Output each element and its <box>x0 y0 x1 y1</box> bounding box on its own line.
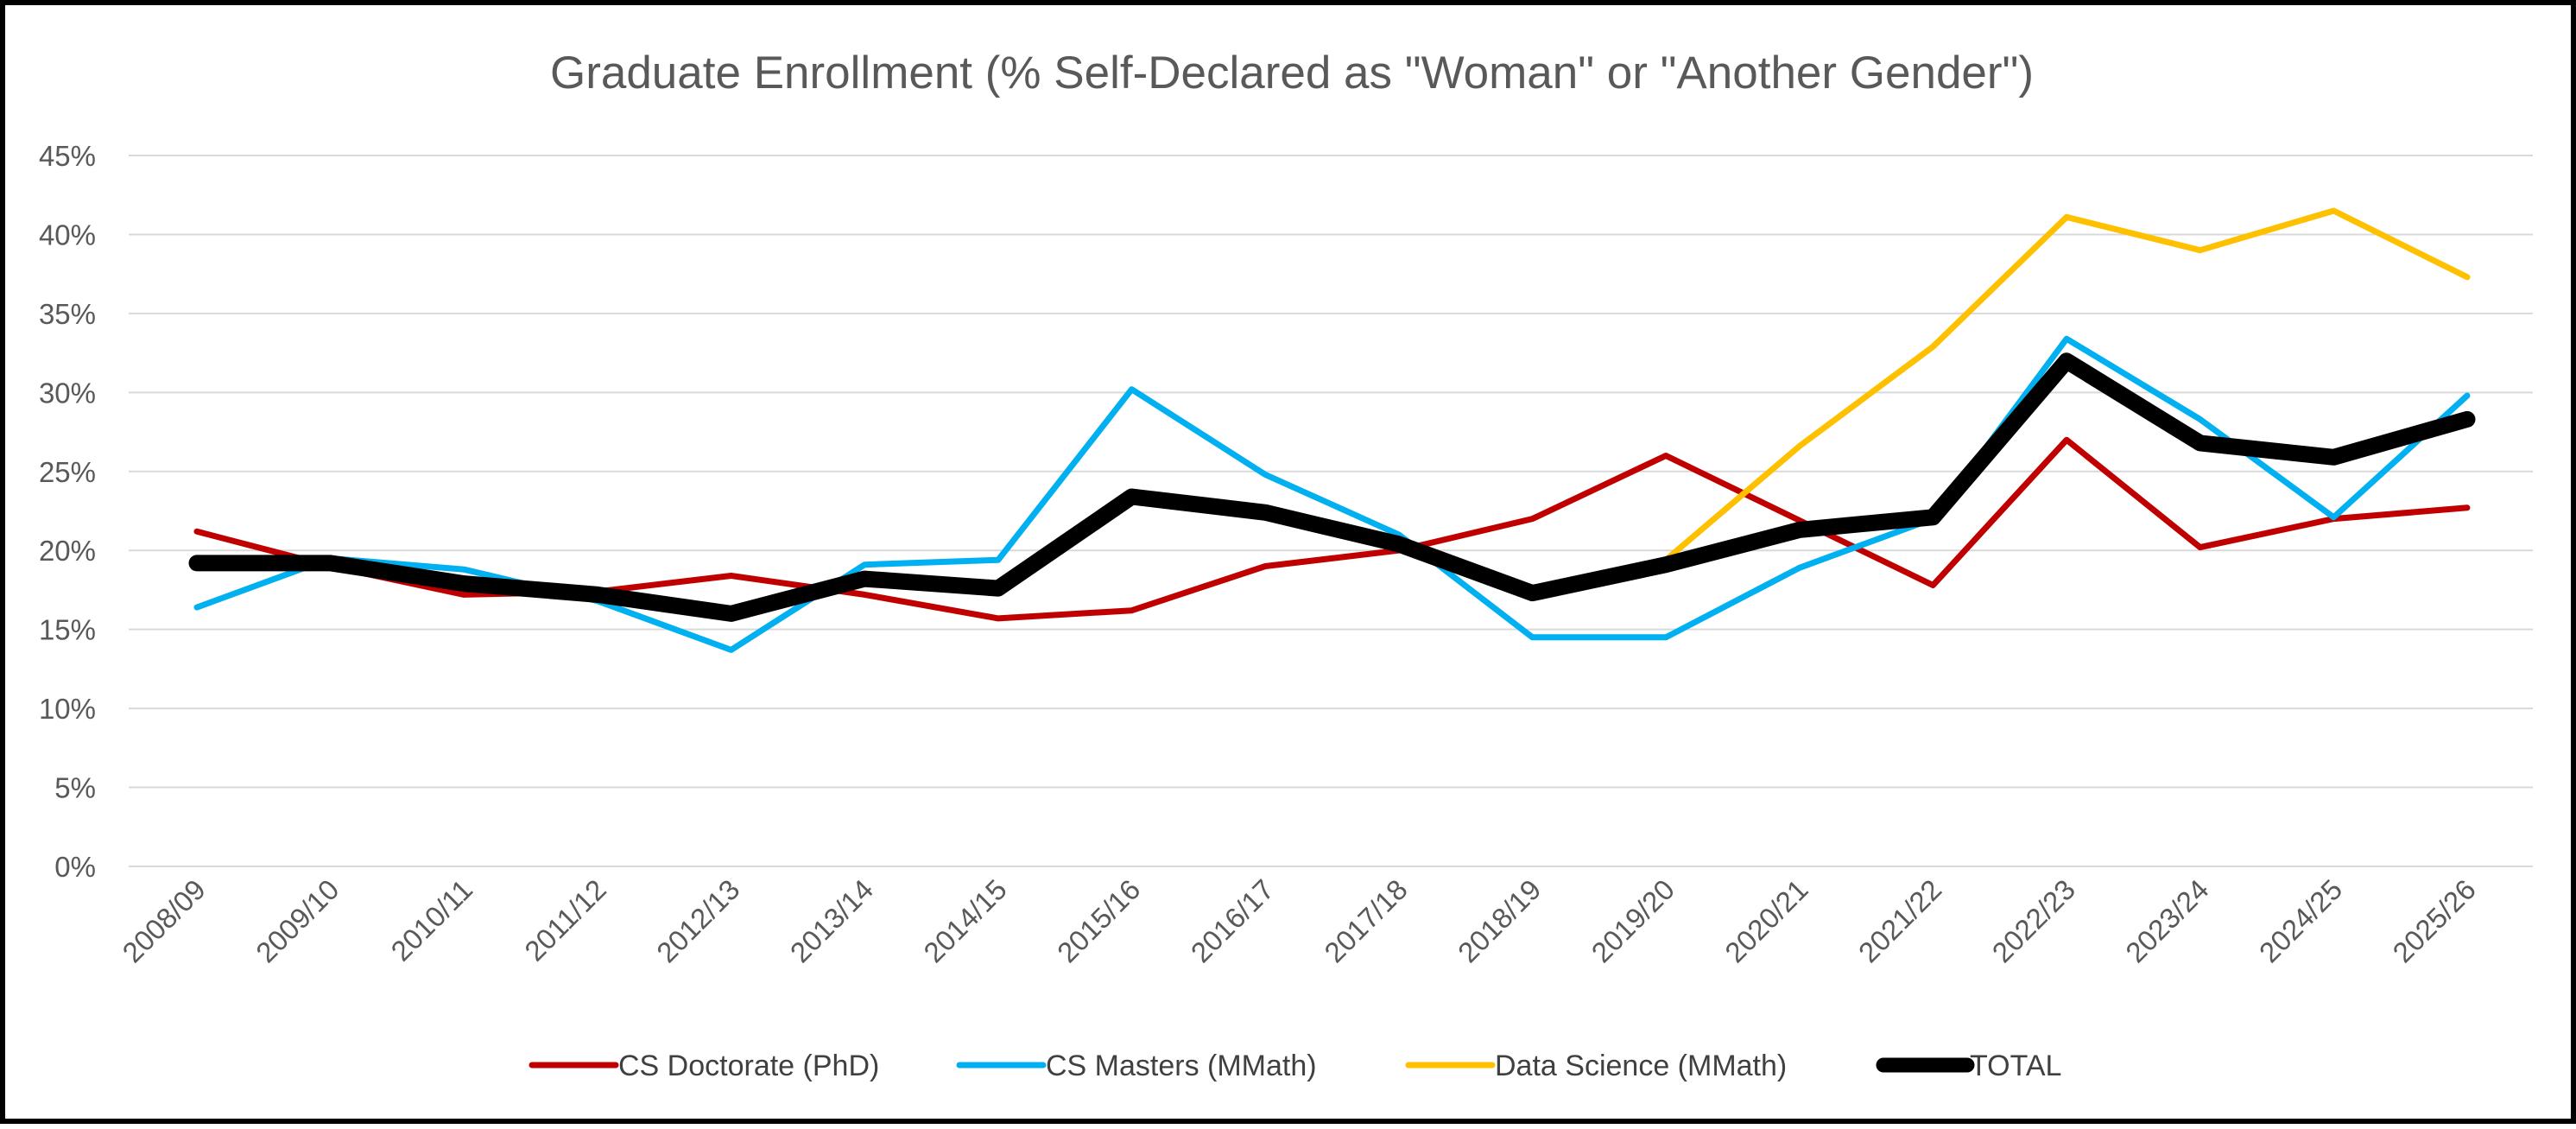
y-axis-tick-labels: 0% 5% 10% 15% 20% 25% 30% 35% 40% 45% <box>39 140 96 883</box>
y-tick-label: 30% <box>39 377 96 409</box>
line-chart: Graduate Enrollment (% Self-Declared as … <box>39 48 2533 1082</box>
x-tick-label: 2014/15 <box>917 873 1013 969</box>
legend: CS Doctorate (PhD) CS Masters (MMath) Data… <box>528 1050 2061 1082</box>
x-tick-label: 2011/12 <box>518 873 612 967</box>
x-tick-label: 2015/16 <box>1051 873 1147 969</box>
x-tick-label: 2019/20 <box>1585 873 1681 969</box>
legend-label: CS Masters (MMath) <box>1046 1050 1317 1082</box>
x-tick-label: 2017/18 <box>1318 873 1414 969</box>
gridlines <box>129 155 2533 867</box>
legend-label: Data Science (MMath) <box>1495 1050 1787 1082</box>
x-tick-label: 2022/23 <box>1985 873 2081 969</box>
x-tick-label: 2013/14 <box>784 873 880 969</box>
y-tick-label: 15% <box>39 614 96 646</box>
y-tick-label: 45% <box>39 140 96 172</box>
x-axis-tick-labels: 2008/09 2009/10 2010/11 2011/12 2012/13 2013/… <box>116 873 2482 969</box>
x-tick-label: 2012/13 <box>650 873 746 969</box>
x-tick-label: 2023/24 <box>2119 873 2215 969</box>
x-tick-label: 2018/19 <box>1452 873 1547 969</box>
y-tick-label: 20% <box>39 535 96 567</box>
y-tick-label: 25% <box>39 456 96 488</box>
chart-title: Graduate Enrollment (% Self-Declared as … <box>550 48 2034 98</box>
y-tick-label: 40% <box>39 219 96 251</box>
legend-label: CS Doctorate (PhD) <box>618 1050 879 1082</box>
y-tick-label: 0% <box>54 851 96 883</box>
x-tick-label: 2025/26 <box>2386 873 2482 969</box>
y-tick-label: 10% <box>39 693 96 725</box>
series-lines <box>188 207 2476 653</box>
x-tick-label: 2009/10 <box>250 873 345 969</box>
x-tick-label: 2008/09 <box>116 873 212 969</box>
series-line-data-science-mmath <box>1662 207 2471 563</box>
x-tick-label: 2016/17 <box>1185 873 1281 969</box>
series-line-total <box>188 352 2476 622</box>
x-tick-label: 2024/25 <box>2253 873 2349 969</box>
y-tick-label: 35% <box>39 298 96 330</box>
y-tick-label: 5% <box>54 772 96 804</box>
x-tick-label: 2021/22 <box>1852 873 1948 969</box>
x-tick-label: 2020/21 <box>1718 873 1814 969</box>
series-line-cs-masters-mmath <box>193 335 2471 653</box>
x-tick-label: 2010/11 <box>384 873 478 967</box>
legend-label: TOTAL <box>1970 1050 2061 1082</box>
